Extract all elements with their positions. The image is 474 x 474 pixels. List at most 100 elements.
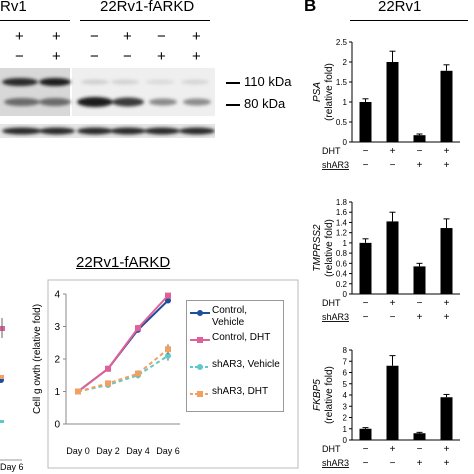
bar-row-label: DHT [322,146,341,156]
bar-row-label: shAR3 [322,458,349,468]
bar-y-axis-gene: FKBP5 [312,379,323,411]
growth-y-tick-label: 3 [54,322,60,333]
blot-loading-band-3 [77,127,113,135]
bar-y-tick-label: 0.5 [336,118,348,127]
bar-row-sign: − [417,444,423,455]
blot-band-80-lane4 [112,97,144,107]
bar-row-sign: − [390,312,396,323]
growth-point [165,352,171,359]
bar-y-tick-label: 0 [343,290,348,299]
bar-y-tick-label: 2.5 [336,38,348,47]
blot-membrane-left [0,68,70,116]
bar [359,102,372,142]
bar-row-sign: − [363,298,369,309]
growth-legend: Control, Vehicle Control, DHT shAR3, Vehic… [186,300,284,412]
bar-row-sign: + [444,312,450,323]
blot-band-80-lane6 [183,98,211,106]
blot-sign-r1-lane1: + [15,28,24,45]
bar-y-tick-label: 2 [343,414,348,423]
bar-y-tick-label: 0.6 [336,259,348,268]
bar-y-tick-label: 0.2 [336,280,348,289]
marker-80-tick [226,104,240,106]
growth-point [105,380,111,387]
growth-y-axis-label: Cell g owth (relative fold) [32,304,43,414]
bar [440,397,453,440]
bar-row-sign: + [444,444,450,455]
blot-sign-r2-lane6: + [192,48,201,65]
bar-row-sign: − [363,444,369,455]
bar-y-tick-label: 7 [343,357,348,366]
blot-band-80-lane3 [77,97,113,107]
blot-loading-band-6 [179,127,215,135]
bar-row-label: shAR3 [322,312,349,322]
blot-band-110-lane3 [81,79,109,85]
panel-b-title: 22Rv1 [378,0,422,15]
growth-series-line-4 [77,348,169,393]
left-partial-cyan-marker [0,420,4,423]
panel-b-title-line [350,20,468,21]
growth-y-tick-label: 2 [54,355,60,366]
blot-band-80-lane5 [149,98,177,106]
bar [413,266,426,294]
bar-row-label: DHT [322,298,341,308]
bar-y-tick-label: 0 [343,138,348,147]
bar-y-tick-label: 1.2 [336,229,348,238]
growth-point [105,365,111,372]
legend-label-4: shAR3, DHT [212,386,269,397]
bar-y-tick-label: 8 [343,346,348,355]
bar-row-sign: − [390,160,396,171]
bar-y-tick-label: 1.6 [336,208,348,217]
blot-band-110-lane6 [181,79,209,85]
bar-y-axis-gene: PSA [312,82,323,102]
marker-80-label: 80 kDa [244,96,286,111]
growth-point [165,297,171,304]
bar-row-sign: + [390,298,396,309]
bar-y-tick-label: 2 [343,58,348,67]
bar-y-tick-label: 6 [343,369,348,378]
blot-band-110-lane1 [2,78,38,86]
legend-swatch-marker [197,310,203,316]
bar-y-axis-unit: (relative fold) [324,366,335,424]
tmprss2-bar-chart: 00.20.4 0.60.811.2 1.41.61.8 TMPRSS2(relati… [312,198,460,323]
bar-y-tick-label: 0.4 [336,270,348,279]
bar-y-tick-label: 1 [343,98,348,107]
blot-sign-r2-lane3: − [90,48,99,65]
bar-row-sign: + [390,146,396,157]
bar-y-tick-label: 4 [343,391,348,400]
legend-label-3: shAR3, Vehicle [212,359,280,370]
blot-sign-r1-lane4: + [123,28,132,45]
bar-y-tick-label: 5 [343,380,348,389]
blot-membrane-right [72,68,215,116]
bar [386,365,399,440]
bar [413,135,426,142]
bar-y-axis-label: FKBP5(relative fold) [312,366,335,424]
bar-row-sign: − [363,312,369,323]
blot-right-title: 22Rv1-fARKD [100,0,195,15]
bar-row-sign: + [417,312,423,323]
bar [386,221,399,294]
fkbp5-bar-chart: 0 1 2 3 4 5 6 7 8 FKBP5(relative fold) DHT − + − + shAR… [312,346,460,469]
panel-b-letter: B [304,0,317,15]
blot-band-110-lane5 [146,79,174,85]
bar-y-axis-label: TMPRSS2(relative fold) [312,219,335,277]
bar-y-tick-label: 1.5 [336,78,348,87]
bar-y-tick-label: 1 [343,239,348,248]
bar-row-sign: + [444,160,450,171]
bar-y-tick-label: 3 [343,402,348,411]
growth-point [75,388,81,395]
blot-loading-band-5 [144,127,180,135]
blot-sign-r1-lane6: + [192,28,201,45]
blot-left-title: Rv1 [0,0,27,15]
legend-swatch-marker [197,364,203,370]
legend-swatch-2 [190,337,210,343]
bar-row-sign: − [363,458,369,469]
legend-swatch-4 [190,391,210,397]
blot-loading-band-4 [110,127,146,135]
growth-y-tick-label: 4 [54,290,60,301]
blot-sign-r2-lane4: − [123,48,132,65]
blot-left-title-line [0,20,70,21]
blot-band-110-lane2 [39,78,71,86]
blot-sign-r1-lane2: + [52,28,61,45]
bar-row-sign: − [390,458,396,469]
bar-row-sign: − [417,146,423,157]
